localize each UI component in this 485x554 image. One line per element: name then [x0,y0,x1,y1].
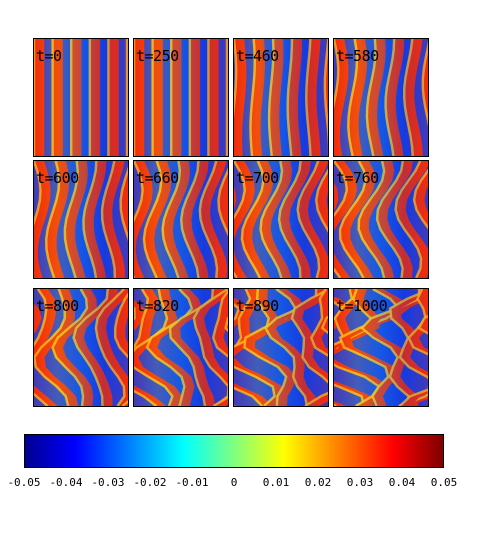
colorbar-tick-label: -0.05 [7,476,41,489]
pattern-panel: t=700 [233,160,329,279]
colorbar-tick-label: 0 [230,476,238,489]
time-label: t=700 [236,169,279,187]
pattern-panel: t=600 [33,160,129,279]
time-label: t=800 [36,297,79,315]
colorbar-tick-label: -0.04 [49,476,83,489]
time-label: t=890 [236,297,279,315]
pattern-panel: t=460 [233,38,329,157]
pattern-panel: t=890 [233,288,329,407]
colorbar-tick-label: -0.03 [91,476,125,489]
colorbar-tick-label: 0.03 [346,476,374,489]
pattern-panel: t=580 [333,38,429,157]
pattern-panel: t=820 [133,288,229,407]
time-label: t=460 [236,47,279,65]
time-label: t=760 [336,169,379,187]
pattern-panel: t=0 [33,38,129,157]
colorbar-tick-label: 0.04 [388,476,416,489]
colorbar-tick-label: -0.02 [133,476,167,489]
pattern-panel: t=1000 [333,288,429,407]
colorbar-tick-label: 0.01 [262,476,290,489]
time-label: t=1000 [336,297,388,315]
time-label: t=250 [136,47,179,65]
colorbar-tick-label: -0.01 [175,476,209,489]
time-label: t=820 [136,297,179,315]
pattern-panel: t=760 [333,160,429,279]
pattern-panel: t=800 [33,288,129,407]
colorbar-tick-label: 0.05 [430,476,458,489]
time-label: t=600 [36,169,79,187]
colorbar-tick-label: 0.02 [304,476,332,489]
time-label: t=0 [36,47,62,65]
pattern-panel: t=250 [133,38,229,157]
time-label: t=660 [136,169,179,187]
time-label: t=580 [336,47,379,65]
colorbar [24,434,444,468]
pattern-panel: t=660 [133,160,229,279]
